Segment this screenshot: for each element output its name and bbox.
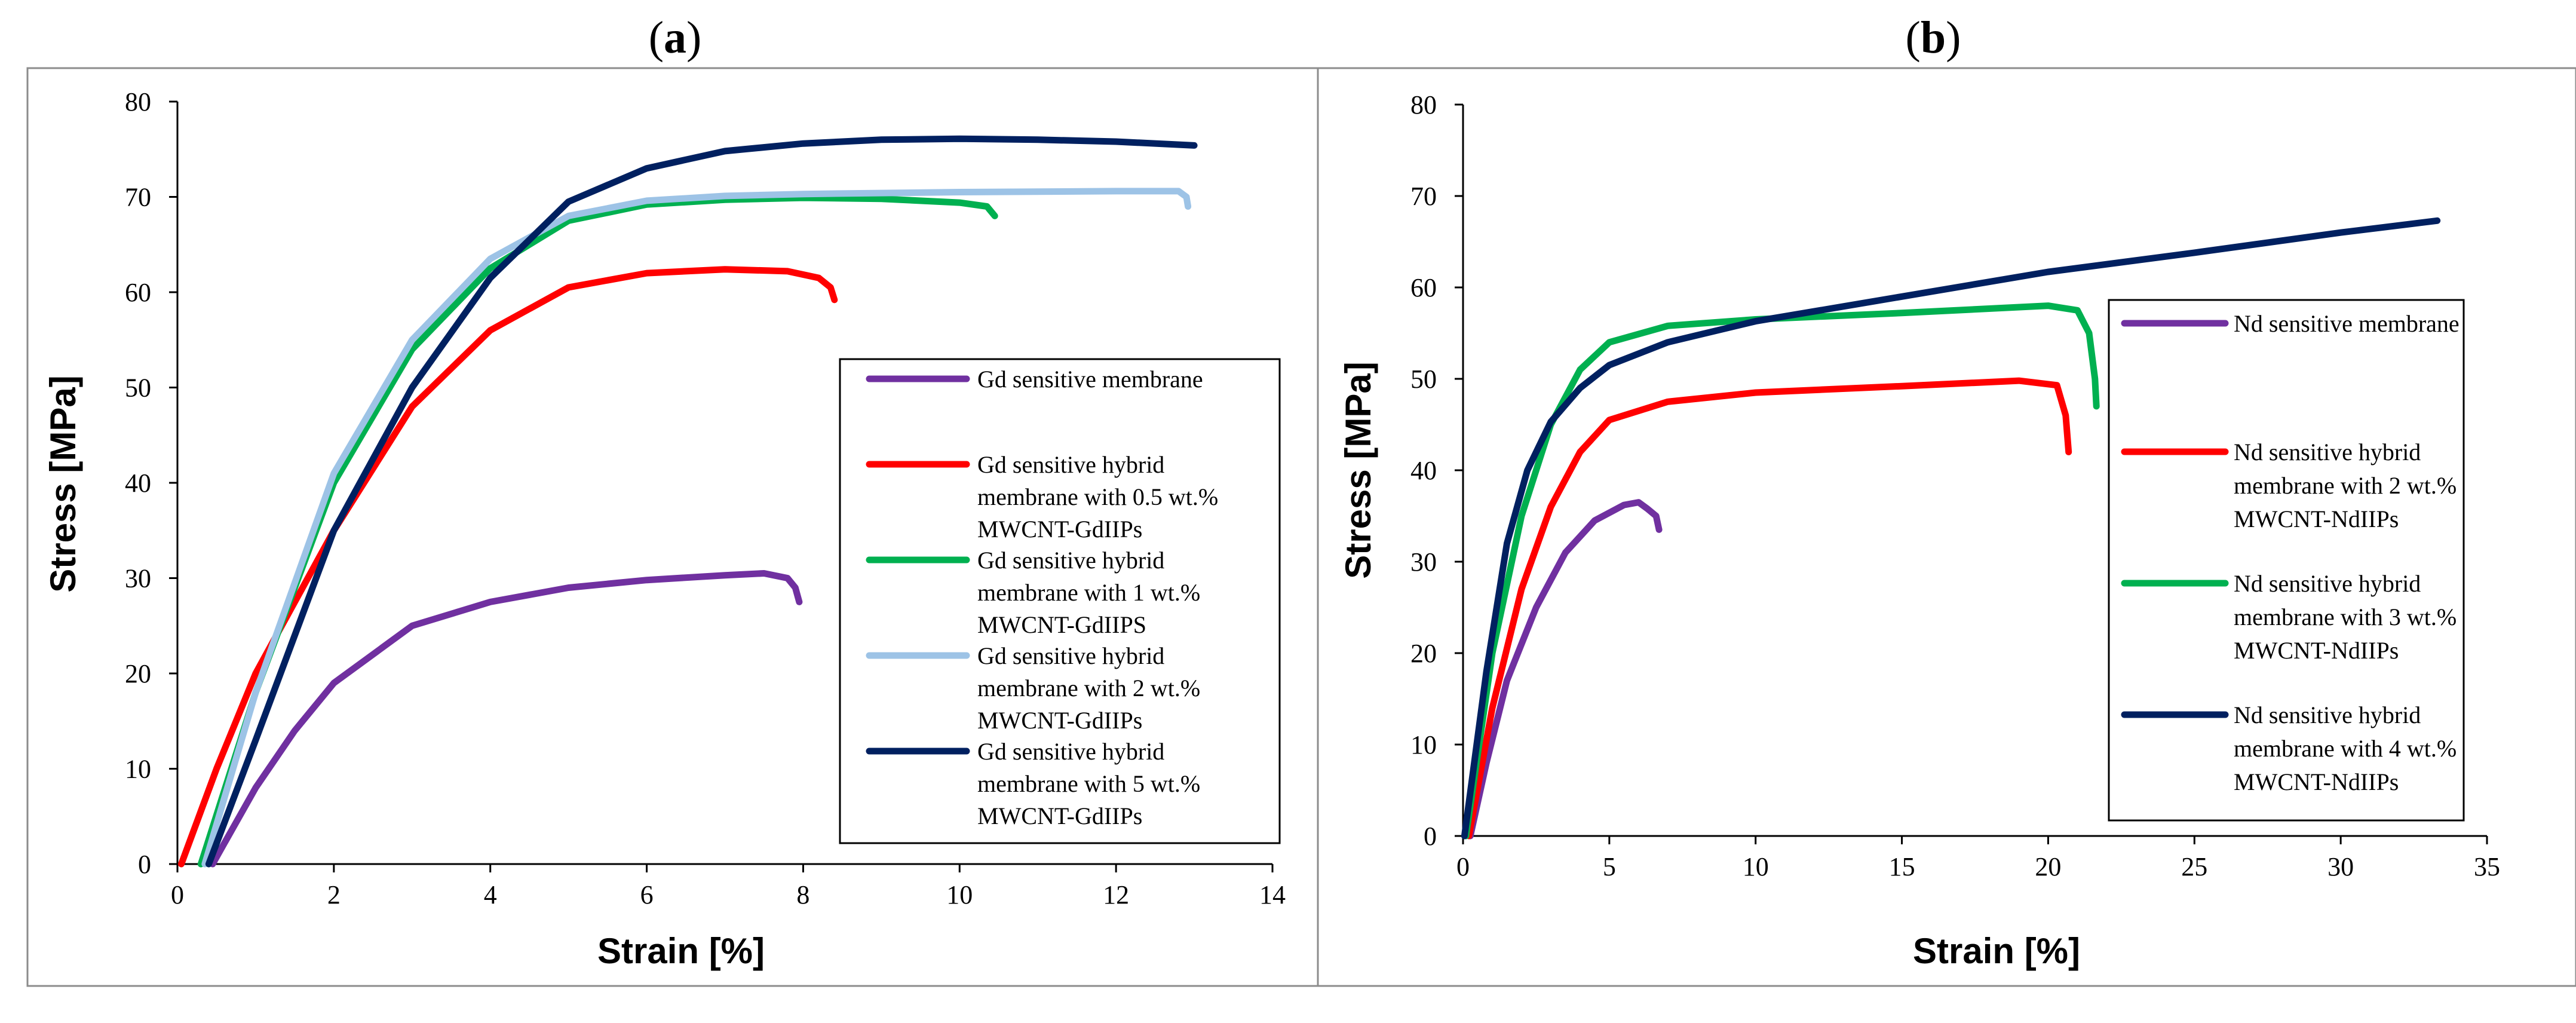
legend-label-2: Nd sensitive hybrid membrane with 2 wt.% M… [2234, 439, 2457, 532]
series-line-1 [1467, 499, 1663, 840]
panel-label: (b) [1906, 13, 1961, 63]
y-tick-label: 40 [125, 468, 151, 498]
x-tick-label: 0 [171, 880, 184, 909]
x-axis-title: Strain [%] [597, 931, 765, 971]
x-tick-label: 10 [1743, 852, 1769, 881]
y-tick-label: 60 [125, 278, 151, 307]
x-tick-label: 0 [1456, 852, 1470, 881]
x-tick-label: 12 [1103, 880, 1129, 909]
x-tick-label: 6 [640, 880, 654, 909]
series-line-4 [1461, 217, 2441, 840]
series-line-1 [209, 570, 803, 868]
y-tick-label: 30 [1410, 547, 1437, 577]
x-axis-title: Strain [%] [1913, 931, 2080, 971]
legend-label-2: Gd sensitive hybrid membrane with 0.5 wt.… [977, 451, 1218, 543]
y-tick-label: 20 [125, 659, 151, 688]
y-tick-label: 0 [1424, 822, 1437, 851]
y-tick-label: 80 [1410, 90, 1437, 120]
y-tick-label: 70 [125, 183, 151, 212]
y-tick-label: 10 [125, 755, 151, 784]
x-tick-label: 14 [1259, 880, 1286, 909]
legend: Nd sensitive membrane Nd sensitive hybrid… [2108, 299, 2465, 822]
legend-label-5: Gd sensitive hybrid membrane with 5 wt.% M… [977, 738, 1200, 829]
chart-panel-a: (a) 0 10 20 30 40 50 60 70 80 0 2 4 6 8 10 12 14 Strain [%… [26, 13, 1319, 987]
series-line-5 [205, 135, 1198, 868]
y-tick-label: 30 [125, 564, 151, 593]
y-tick-label: 40 [1410, 456, 1437, 485]
series-line-3 [1462, 302, 2100, 840]
legend-frame [2108, 299, 2465, 822]
legend-label-4: Nd sensitive hybrid membrane with 4 wt.% M… [2234, 702, 2457, 795]
x-tick-label: 5 [1603, 852, 1616, 881]
series-line-2 [1465, 377, 2072, 840]
legend-label-3: Nd sensitive hybrid membrane with 3 wt.% M… [2234, 570, 2457, 664]
panel-frame [1317, 67, 2576, 987]
legend-label-4: Gd sensitive hybrid membrane with 2 wt.% M… [977, 642, 1200, 734]
x-tick-label: 4 [484, 880, 497, 909]
y-tick-label: 20 [1410, 639, 1437, 668]
y-axis-title: Stress [MPa] [1338, 362, 1378, 578]
x-tick-label: 30 [2327, 852, 2354, 881]
x-tick-label: 10 [946, 880, 973, 909]
series-line-4 [201, 188, 1192, 868]
x-tick-label: 20 [2035, 852, 2061, 881]
legend-label-1: Nd sensitive membrane [2234, 310, 2460, 337]
x-tick-label: 8 [796, 880, 809, 909]
panel-label: (a) [649, 13, 702, 63]
legend-label-1: Gd sensitive membrane [977, 366, 1203, 393]
legend-label-3: Gd sensitive hybrid membrane with 1 wt.% M… [977, 547, 1200, 638]
y-tick-label: 80 [125, 87, 151, 117]
y-tick-label: 0 [138, 850, 151, 879]
x-tick-label: 15 [1889, 852, 1915, 881]
legend-frame [839, 358, 1281, 844]
y-tick-label: 70 [1410, 182, 1437, 211]
x-tick-label: 2 [327, 880, 341, 909]
y-tick-label: 50 [125, 373, 151, 403]
y-tick-label: 60 [1410, 273, 1437, 302]
x-tick-label: 25 [2181, 852, 2207, 881]
legend: Gd sensitive membrane Gd sensitive hybrid… [839, 358, 1281, 844]
y-axis-title: Stress [MPa] [43, 375, 83, 592]
y-tick-label: 10 [1410, 730, 1437, 759]
chart-panel-b: (b) 0 10 20 30 40 50 60 70 80 0 5 10 15 20 25 30 35 Strain… [1317, 13, 2576, 987]
y-tick-label: 50 [1410, 365, 1437, 394]
x-tick-label: 35 [2474, 852, 2500, 881]
series-line-2 [178, 266, 838, 868]
